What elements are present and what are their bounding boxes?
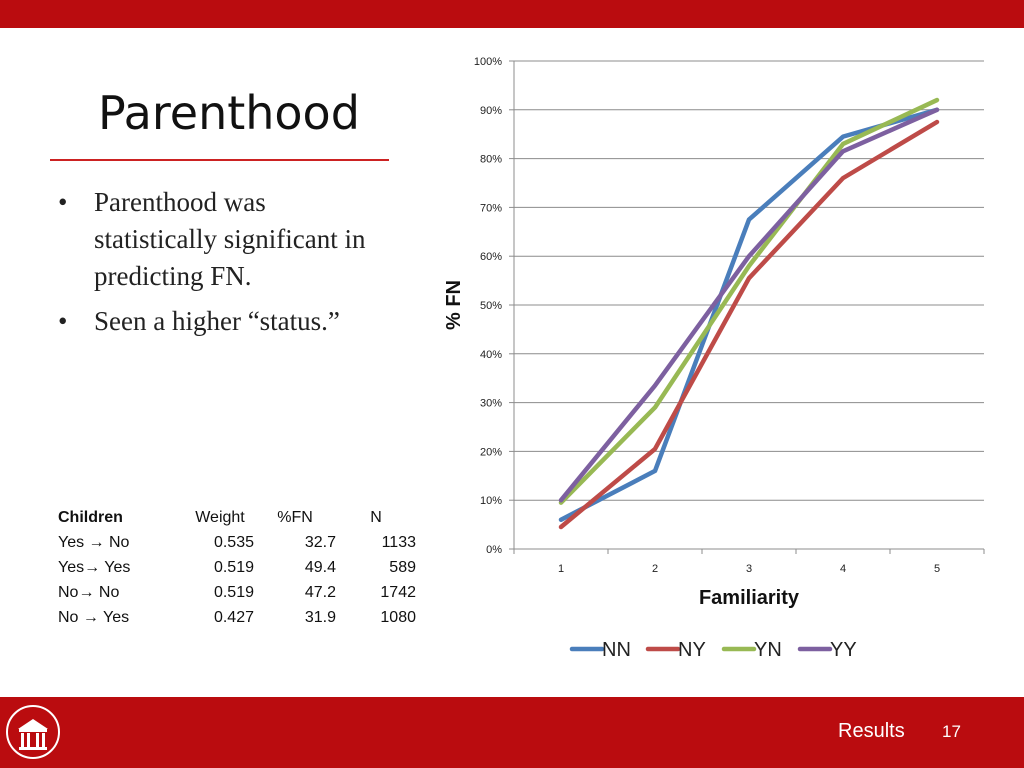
cell-fn: 31.9 (304, 609, 336, 626)
familiarity-line-chart: 0% 10% 20% 30% 40% 50% 60% 70% 80% 90% 100% 1 2 3 4 5 Fa… (443, 56, 985, 661)
cell-n: 1080 (380, 609, 416, 626)
cell-children: No → Yes (58, 609, 130, 626)
y-tick-label: 50% (480, 300, 502, 312)
table-row: Yes→ Yes 0.519 49.4 589 (58, 555, 416, 580)
y-tick-label: 70% (480, 202, 502, 214)
header-n: N (370, 509, 382, 526)
arch-logo-icon (6, 705, 60, 759)
y-tick-label: 10% (480, 495, 502, 507)
y-tick-label: 90% (480, 105, 502, 117)
series-line-yn (558, 97, 940, 505)
cell-weight: 0.519 (213, 584, 254, 601)
table-header-row: Children Weight %FN N (58, 505, 416, 530)
title-divider (50, 159, 389, 161)
y-tick-label: 60% (480, 251, 502, 263)
x-tick-label: 1 (558, 563, 564, 575)
y-tick-label: 100% (474, 56, 502, 68)
cell-n: 1742 (380, 584, 416, 601)
y-tick-label: 30% (480, 398, 502, 410)
cell-fn: 32.7 (304, 534, 336, 551)
table-row: Yes → No 0.535 32.7 1133 (58, 530, 416, 555)
bullet-item: • Seen a higher “status.” (58, 303, 388, 340)
cell-children: Yes → No (58, 534, 130, 551)
cell-n: 1133 (381, 534, 416, 551)
cell-fn: 47.2 (304, 584, 336, 601)
header-children: Children (58, 509, 123, 526)
legend-label-yy: YY (830, 639, 857, 661)
bullet-item: • Parenthood was statistically significa… (58, 184, 388, 295)
x-axis-title: Familiarity (699, 587, 800, 609)
cell-children: No→ No (58, 584, 120, 601)
bottom-banner (0, 697, 1024, 768)
legend-label-ny: NY (678, 639, 706, 661)
series-line-yy (558, 107, 940, 503)
cell-weight: 0.519 (213, 559, 254, 576)
bullet-text: Parenthood was statistically significant… (94, 187, 366, 291)
bullet-list: • Parenthood was statistically significa… (58, 184, 388, 348)
page-number: 17 (942, 722, 961, 741)
bullet-icon: • (58, 306, 68, 336)
x-tick-label: 2 (652, 563, 658, 575)
y-tick-label: 80% (480, 154, 502, 166)
header-weight: Weight (195, 509, 245, 526)
slide-title: Parenthood (98, 86, 360, 140)
stats-table: Children Weight %FN N Yes → No 0.535 32.… (58, 505, 416, 630)
table-row: No→ No 0.519 47.2 1742 (58, 580, 416, 605)
bullet-icon: • (58, 187, 68, 217)
cell-weight: 0.427 (213, 609, 254, 626)
table-row: No → Yes 0.427 31.9 1080 (58, 605, 416, 630)
x-tick-label: 5 (934, 563, 940, 575)
cell-weight: 0.535 (213, 534, 254, 551)
cell-fn: 49.4 (304, 559, 336, 576)
y-tick-label: 40% (480, 349, 502, 361)
cell-n: 589 (389, 559, 416, 576)
top-banner (0, 0, 1024, 28)
bullet-text: Seen a higher “status.” (94, 306, 340, 336)
x-tick-label: 3 (746, 563, 752, 575)
series-line-ny (558, 119, 940, 530)
legend-label-nn: NN (602, 639, 631, 661)
cell-children: Yes→ Yes (58, 559, 131, 576)
x-tick-label: 4 (840, 563, 846, 575)
y-axis-title: % FN (443, 280, 465, 330)
section-label: Results (838, 720, 905, 742)
y-tick-label: 20% (480, 446, 502, 458)
y-tick-label: 0% (486, 544, 502, 556)
header-fn: %FN (277, 509, 313, 526)
legend-label-yn: YN (754, 639, 782, 661)
series-line-nn (558, 107, 940, 522)
